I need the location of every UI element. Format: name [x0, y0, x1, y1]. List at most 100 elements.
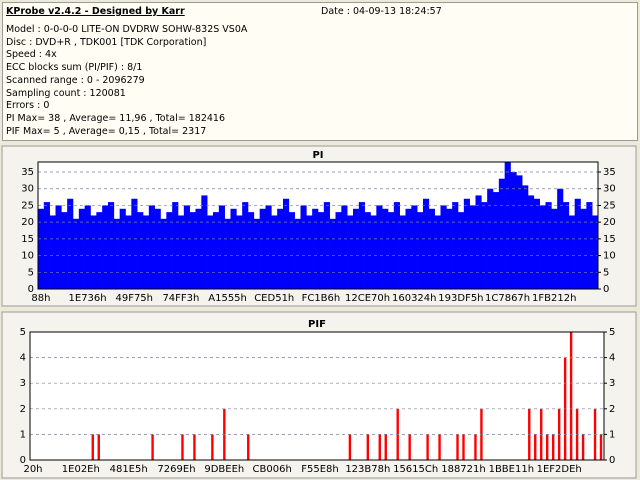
plot-frame — [29, 331, 605, 461]
bar — [574, 198, 581, 289]
bar — [341, 205, 348, 289]
bar — [462, 434, 465, 460]
bar — [55, 205, 62, 289]
y2-tick-label: 3 — [609, 378, 615, 389]
bar — [376, 205, 383, 289]
bar — [546, 434, 549, 460]
bar — [323, 202, 330, 289]
bar — [97, 434, 100, 460]
bar — [247, 434, 250, 460]
chart-title: PIF — [308, 319, 326, 330]
scan-date: Date : 04-09-13 18:24:57 — [321, 6, 442, 17]
bar — [143, 215, 150, 289]
x-tick-label: 160324h — [392, 293, 437, 304]
chart-title: PI — [312, 150, 323, 161]
bar — [539, 205, 546, 289]
bar — [259, 208, 266, 289]
bar — [534, 434, 537, 460]
x-tick-label: 481E5h — [110, 464, 148, 475]
bar — [399, 215, 406, 289]
y2-tick-label: 10 — [603, 251, 616, 262]
bar — [113, 218, 120, 289]
y2-tick-label: 5 — [603, 267, 609, 278]
bar — [533, 198, 540, 289]
bar — [581, 434, 585, 460]
x-tick-label: 9DBEEh — [204, 464, 244, 475]
bar — [224, 218, 231, 289]
bar — [265, 205, 272, 289]
bar — [178, 215, 185, 289]
bar — [498, 178, 505, 289]
bar — [586, 202, 593, 289]
bar — [283, 198, 290, 289]
bar — [353, 208, 360, 289]
x-tick-label: 193DF5h — [438, 293, 483, 304]
bar — [193, 434, 196, 460]
bar — [388, 212, 395, 289]
bar — [428, 208, 435, 289]
bar — [151, 434, 154, 460]
x-tick-label: 20h — [23, 464, 42, 475]
bar — [207, 215, 214, 289]
y-tick-label: 15 — [21, 234, 34, 245]
bar — [347, 215, 354, 289]
y2-tick-label: 35 — [603, 167, 616, 178]
bar — [463, 198, 470, 289]
y2-tick-label: 20 — [603, 217, 616, 228]
y-tick-label: 0 — [20, 455, 26, 466]
bar — [458, 212, 465, 289]
bar — [102, 205, 109, 289]
bar — [569, 332, 573, 460]
bar — [426, 434, 429, 460]
bar — [108, 202, 115, 289]
info-panel: KProbe v2.4.2 - Designed by Karr Date : … — [2, 2, 638, 141]
plot-frame — [37, 161, 599, 290]
bar — [67, 198, 74, 289]
bar — [154, 208, 161, 289]
bar — [84, 205, 91, 289]
bar — [230, 208, 237, 289]
bar — [551, 208, 558, 289]
bar — [172, 202, 179, 289]
bar — [378, 434, 381, 460]
info-line: Errors : 0 — [6, 100, 50, 112]
bar — [253, 218, 260, 289]
bar — [318, 212, 325, 289]
y2-tick-label: 0 — [609, 455, 615, 466]
info-line: PI Max= 38 , Average= 11,96 , Total= 182… — [6, 112, 225, 124]
x-tick-label: 188721h — [441, 464, 486, 475]
bar — [592, 215, 599, 289]
x-tick-label: 1BBE11h — [489, 464, 534, 475]
bar — [423, 198, 430, 289]
bar — [417, 212, 424, 289]
bar — [125, 215, 132, 289]
bar — [366, 434, 370, 460]
bar — [469, 205, 476, 289]
y-tick-label: 2 — [20, 404, 26, 415]
bar — [49, 215, 56, 289]
bar — [599, 434, 603, 460]
bar — [300, 205, 307, 289]
bar — [411, 205, 418, 289]
x-tick-label: CED51h — [254, 293, 294, 304]
bar — [166, 212, 173, 289]
app-title: KProbe v2.4.2 - Designed by Karr — [6, 6, 185, 17]
info-line: Sampling count : 120081 — [6, 87, 126, 99]
info-line: ECC blocks sum (PI/PIF) : 8/1 — [6, 62, 143, 74]
bar — [408, 434, 411, 460]
bar — [312, 208, 319, 289]
x-tick-label: 49F75h — [115, 293, 153, 304]
x-tick-label: 1EF2DEh — [537, 464, 582, 475]
bar — [510, 172, 517, 289]
bar — [474, 434, 477, 460]
y2-tick-label: 25 — [603, 200, 616, 211]
y-tick-label: 30 — [21, 184, 34, 195]
bar — [61, 212, 68, 289]
info-line: Speed : 4x — [6, 49, 57, 61]
y-tick-label: 10 — [21, 251, 34, 262]
bar — [358, 202, 365, 289]
bar — [236, 215, 243, 289]
x-tick-label: 1E02Eh — [62, 464, 100, 475]
bar — [516, 175, 523, 289]
